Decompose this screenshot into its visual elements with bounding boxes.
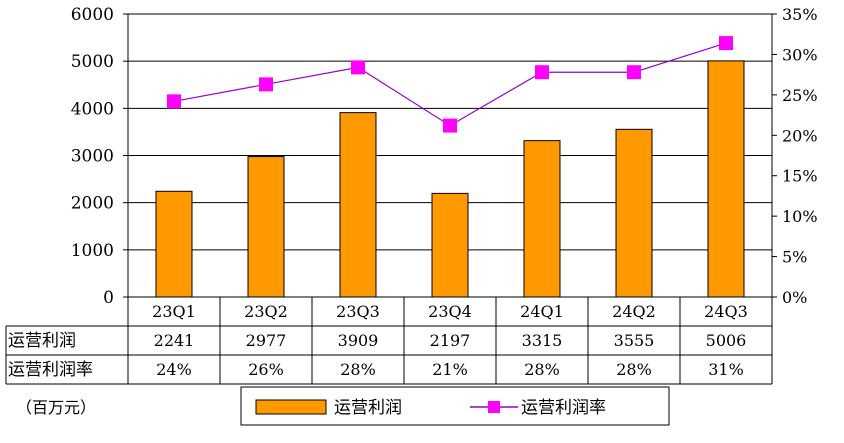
right-tick-label: 35% [782,5,818,24]
table-cell: 3555 [614,331,655,350]
line-series [167,36,733,133]
category-label: 24Q2 [612,302,656,321]
line-point [719,36,733,51]
category-label: 24Q1 [520,302,564,321]
bar [523,140,561,298]
legend-label-line: 运营利润率 [521,398,606,418]
line-point [259,77,273,92]
category-label: 23Q1 [152,302,196,321]
table-cell: 21% [432,360,468,379]
right-tick-label: 0% [782,288,807,307]
legend-marker-swatch [488,401,500,413]
bar [707,60,745,298]
legend-label-bar: 运营利润 [334,398,402,418]
category-label: 23Q2 [244,302,288,321]
table-cell: 2197 [430,331,471,350]
bar [339,112,377,298]
left-tick-label: 4000 [71,99,114,119]
right-tick-label: 25% [782,86,818,105]
category-label: 24Q3 [704,302,748,321]
table-cell: 31% [708,360,744,379]
category-label: 23Q4 [428,302,472,321]
margin-line [173,42,727,127]
right-tick-label: 10% [782,207,818,226]
right-tick-label: 5% [782,248,807,267]
right-tick-label: 20% [782,126,818,145]
table-cell: 28% [616,360,652,379]
table-cell: 26% [248,360,284,379]
right-tick-label: 30% [782,45,818,64]
bar [615,128,653,298]
bar [247,156,285,298]
legend-bar-swatch [255,399,327,415]
line-point [627,65,641,80]
left-axis-ticks: 6000 5000 4000 3000 2000 1000 0 [71,5,114,308]
data-table: 23Q1 23Q2 23Q3 23Q4 24Q1 24Q2 24Q3 运营利润 2241 2977… [5,296,773,385]
left-tick-label: 6000 [71,5,114,25]
table-cell: 28% [524,360,560,379]
line-point [443,118,457,133]
table-cell: 28% [340,360,376,379]
unit-note: （百万元） [16,398,96,417]
line-point [535,65,549,80]
left-tick-label: 5000 [71,52,114,72]
category-label: 23Q3 [336,302,380,321]
table-cell: 3909 [338,331,379,350]
left-tick-label: 2000 [71,194,114,214]
bar [155,190,193,298]
table-cell: 5006 [706,331,747,350]
table-row-label: 运营利润率 [8,360,93,380]
left-tick-label: 3000 [71,147,114,167]
line-point [167,94,181,109]
table-cell: 24% [156,360,192,379]
table-cell: 2977 [246,331,287,350]
right-axis-ticks: 35% 30% 25% 20% 15% 10% 5% 0% [782,5,818,307]
right-tick-label: 15% [782,167,818,186]
left-tick-label: 0 [103,288,114,308]
bar-series [155,60,745,298]
table-cell: 3315 [522,331,563,350]
line-point [351,60,365,75]
table-row-label: 运营利润 [8,331,76,351]
legend: 运营利润 运营利润率 [240,386,670,426]
axes [123,13,777,298]
table-cell: 2241 [154,331,195,350]
bar [431,192,469,298]
left-tick-label: 1000 [71,241,114,261]
